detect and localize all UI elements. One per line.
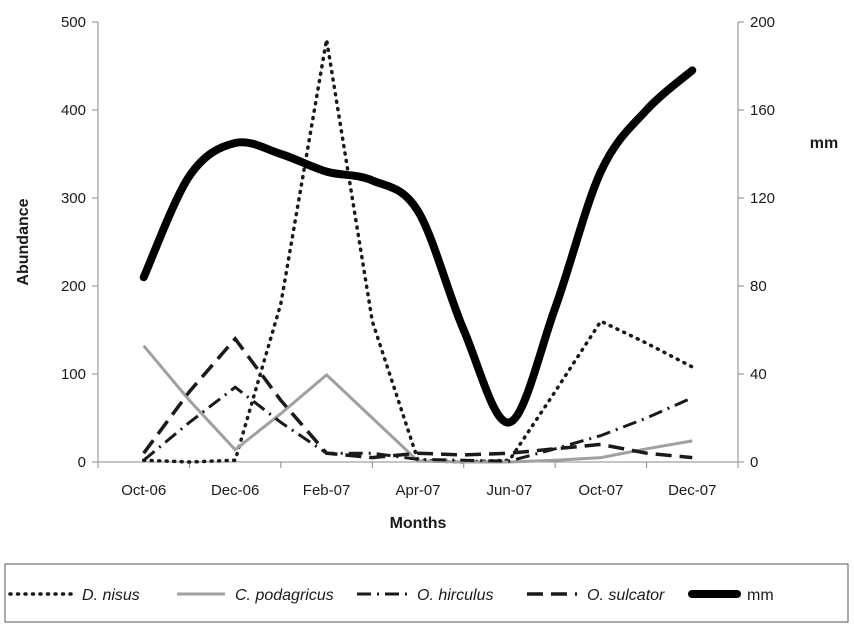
series-line-c-podagricus [142, 344, 693, 464]
y-tick-label: 500 [61, 14, 86, 31]
legend-label: O. hirculus [417, 587, 493, 604]
axes-layer: 0 100 200 300 400 500 0 40 80 120 160 200 Oct-06 Dec-… [61, 14, 775, 499]
x-tick-label: Dec-07 [668, 482, 716, 499]
y-axis-title: Abundance [15, 198, 32, 285]
y-tick-label: 300 [61, 190, 86, 207]
y2-axis-title: mm [810, 135, 838, 152]
series-layer [139, 37, 697, 464]
y2-tick-label: 120 [750, 190, 775, 207]
legend-label: O. sulcator [587, 587, 665, 604]
y2-tick-label: 40 [750, 366, 767, 383]
legend-label: C. podagricus [235, 587, 334, 604]
y-tick-label: 0 [78, 454, 86, 471]
x-tick-label: Jun-07 [486, 482, 532, 499]
x-tick-label: Feb-07 [303, 482, 351, 499]
series-line-o-hirculus [142, 385, 693, 463]
y2-tick-label: 160 [750, 102, 775, 119]
y2-tick-label: 200 [750, 14, 775, 31]
y-tick-label: 200 [61, 278, 86, 295]
series-line-o-sulcator [142, 336, 693, 460]
x-tick-label: Dec-06 [211, 482, 259, 499]
y2-tick-label: 80 [750, 278, 767, 295]
x-tick-label: Oct-07 [578, 482, 623, 499]
series-line-d-nisus [141, 37, 695, 464]
x-tick-label: Apr-07 [395, 482, 440, 499]
legend-label: mm [747, 587, 774, 604]
series-line-mm [139, 66, 697, 427]
x-tick-label: Oct-06 [121, 482, 166, 499]
y-tick-label: 100 [61, 366, 86, 383]
y2-tick-label: 0 [750, 454, 758, 471]
legend-label: D. nisus [82, 587, 140, 604]
legend: D. nisus C. podagricus O. hirculus O. sulca… [8, 587, 774, 604]
y-tick-label: 400 [61, 102, 86, 119]
x-axis-title: Months [390, 515, 447, 532]
